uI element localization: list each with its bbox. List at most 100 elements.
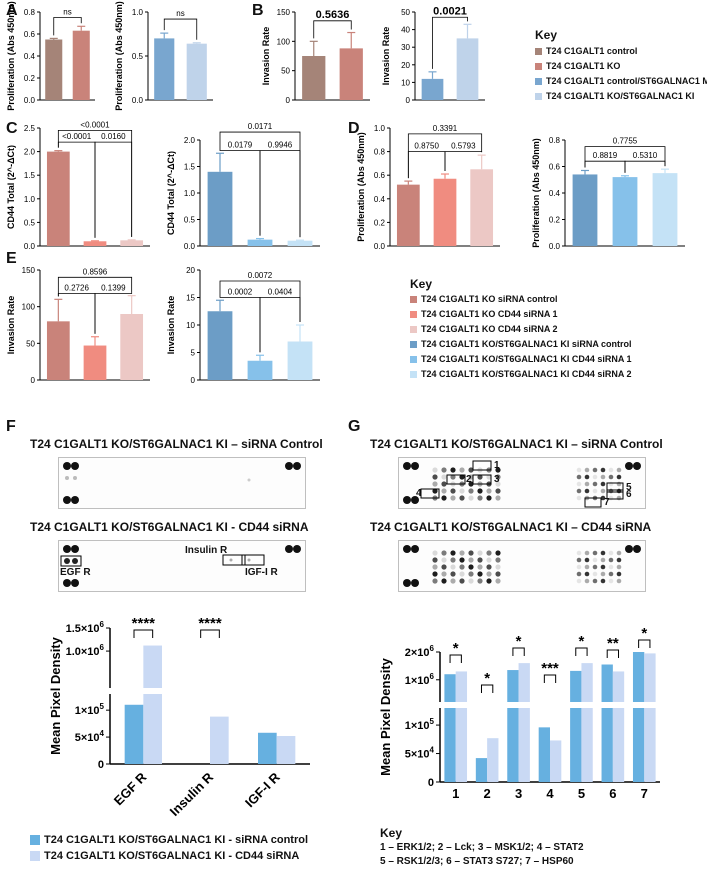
key-e-item-4: T24 C1GALT1 KO/ST6GALNAC1 KI siRNA contr… (410, 339, 632, 349)
p-value-label: 0.3391 (433, 124, 458, 133)
blot-spot (576, 488, 582, 494)
y-tick-label: 0.0 (24, 96, 36, 105)
y-tick-label: 1.5 (24, 171, 36, 180)
y-tick-label: 50 (401, 8, 410, 17)
bar-lower (570, 708, 582, 782)
significance-stars: * (516, 633, 522, 650)
legend-label: T24 C1GALT1 KO/ST6GALNAC1 KI CD44 siRNA … (421, 369, 632, 379)
density-bar-charts: Mean Pixel Density1.5×1061.0×1061×1055×1… (48, 615, 661, 819)
blot-spot (495, 571, 501, 577)
blot-spot (608, 474, 614, 480)
blot-spot (495, 495, 501, 501)
chart-A1: 0.0 0.2 0.4 0.6 0.8 Proliferation (Abs 450nm)… (6, 1, 95, 111)
x-tick-label: 2 (484, 786, 491, 801)
y-tick-label: 1×105 (75, 702, 105, 717)
blot-spot (477, 564, 483, 570)
y-axis-label: Invasion Rate (6, 296, 16, 355)
y-axis-label: Proliferation (Abs 450nm) (6, 1, 16, 111)
significance-bracket (407, 133, 483, 179)
blot-spot (450, 495, 456, 501)
blot-spot (432, 488, 438, 494)
y-tick-label: 0.8 (549, 136, 561, 145)
bar-lower (143, 694, 162, 764)
blot-spot (477, 557, 483, 563)
significance-bracket (163, 18, 198, 40)
blot-spot (411, 462, 419, 470)
blot-spot (592, 564, 598, 570)
blot-g2-spots (403, 545, 641, 587)
legend-swatch (410, 340, 417, 348)
key-f-item-2: T24 C1GALT1 KO/ST6GALNAC1 KI - CD44 siRN… (30, 850, 299, 862)
blot-spot (459, 571, 465, 577)
legend-swatch (535, 92, 542, 100)
key-b-item-2: T24 C1GALT1 KO (535, 61, 620, 71)
significance-bracket (259, 150, 301, 238)
y-tick-label: 2.0 (184, 136, 196, 145)
blot-spot (592, 474, 598, 480)
chart-D2: 0.0 0.2 0.4 0.6 0.8 Proliferation (Abs 450nm)… (531, 136, 685, 251)
p-value-label: 0.8596 (83, 267, 108, 276)
key-f-item-1: T24 C1GALT1 KO/ST6GALNAC1 KI - siRNA con… (30, 834, 308, 846)
bar-upper (644, 653, 656, 702)
significance-bracket (57, 276, 133, 297)
blot-spot (495, 550, 501, 556)
y-axis-label: Mean Pixel Density (378, 657, 393, 776)
blot-spot (625, 545, 633, 553)
blot-spot (459, 474, 465, 480)
key-e-title: Key (410, 277, 433, 291)
x-tick-label: EGF R (111, 769, 150, 808)
blot-spot (600, 571, 606, 577)
panel-label-d: D (348, 120, 360, 137)
key-b-item-3: T24 C1GALT1 control/ST6GALNAC1 Mock (535, 76, 707, 86)
blot-spot (495, 467, 501, 473)
bar (550, 740, 562, 782)
blot-spot (608, 578, 614, 584)
blot-spot (616, 481, 622, 487)
blot-g1-spots (403, 460, 641, 508)
legend-label: T24 C1GALT1 KO siRNA control (421, 294, 558, 304)
legend-swatch (410, 370, 417, 378)
significance-stars: *** (541, 660, 559, 677)
bar (46, 321, 70, 380)
significance-stars: * (484, 670, 490, 687)
bar (339, 48, 363, 100)
y-tick-label: 0.5 (24, 218, 36, 227)
y-tick-label: 0.6 (24, 30, 36, 39)
legend-label: T24 C1GALT1 KO/ST6GALNAC1 KI (546, 91, 695, 101)
blot-spot (477, 488, 483, 494)
blot-spot (432, 578, 438, 584)
legend-label: T24 C1GALT1 KO/ST6GALNAC1 KI - CD44 siRN… (44, 850, 300, 862)
blot-spot (600, 481, 606, 487)
significance-bracket (94, 141, 133, 238)
significance-stars: **** (198, 615, 222, 632)
bar (396, 184, 420, 246)
blot-spot (450, 488, 456, 494)
bar-upper (518, 663, 530, 702)
panel-label-c: C (6, 120, 18, 137)
bar-upper (601, 664, 613, 702)
bar (45, 39, 63, 100)
blot-spot (403, 579, 411, 587)
blot-spot (584, 564, 590, 570)
p-value-label: ns (176, 9, 184, 18)
key-e-item-1: T24 C1GALT1 KO siRNA control (410, 294, 558, 304)
blot-spot (576, 564, 582, 570)
legend-label: T24 C1GALT1 KO CD44 siRNA 1 (421, 309, 558, 319)
blot-spot (495, 488, 501, 494)
p-value-label: ns (63, 8, 71, 17)
blot-spot (495, 564, 501, 570)
p-value-label: 0.1399 (101, 283, 126, 292)
blot-spot (468, 474, 474, 480)
x-tick-label: 3 (515, 786, 522, 801)
x-tick-label: 6 (609, 786, 616, 801)
blot-spot (403, 462, 411, 470)
legend-label: T24 C1GALT1 control (546, 46, 638, 56)
blot-spot (411, 496, 419, 504)
blot-spot (468, 467, 474, 473)
blot-spot (432, 550, 438, 556)
blot-spot (432, 564, 438, 570)
blot-spot (616, 467, 622, 473)
significance-bracket (606, 649, 620, 658)
x-tick-label: Insulin R (167, 769, 217, 819)
bar (487, 738, 499, 782)
